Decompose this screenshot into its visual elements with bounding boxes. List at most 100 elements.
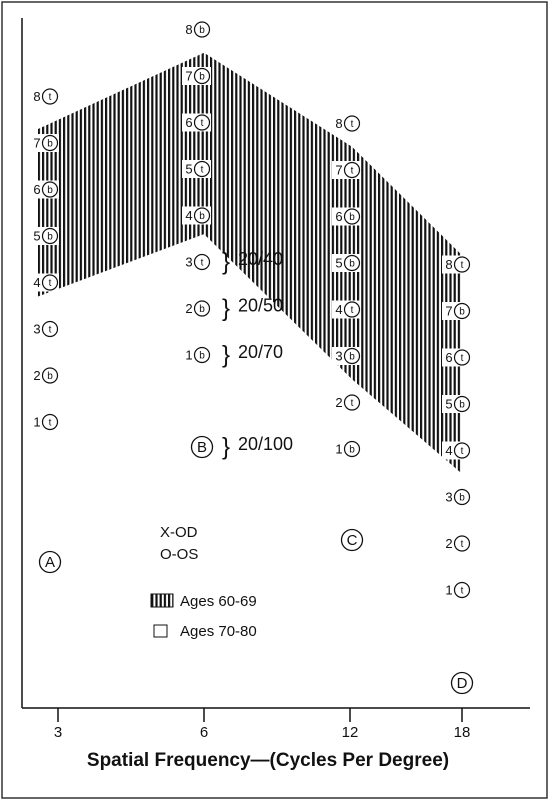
- level-number: 8: [445, 257, 452, 272]
- patch-circle: [343, 161, 361, 179]
- patch-code: t: [461, 353, 464, 364]
- brace: }: [222, 295, 230, 322]
- patch-code: b: [349, 259, 355, 270]
- level-number: 8: [185, 22, 192, 37]
- level-number: 3: [335, 348, 342, 363]
- patch-code: b: [199, 351, 205, 362]
- patch-circle: [343, 254, 361, 272]
- level-number: 3: [33, 321, 40, 336]
- level-number: 5: [185, 161, 192, 176]
- acuity-label: 20/70: [238, 342, 283, 362]
- patch-circle: [343, 208, 361, 225]
- level-number: 7: [185, 68, 192, 83]
- patch-circle: [41, 413, 59, 431]
- legend-swatch: [150, 593, 174, 608]
- patch-circle: [453, 256, 471, 273]
- level-number: 2: [445, 536, 452, 551]
- patch-code: t: [201, 118, 204, 129]
- patch-code: t: [461, 446, 464, 457]
- patch-circle: [193, 114, 211, 131]
- patch-code: b: [459, 307, 465, 318]
- patch-circle: [193, 207, 211, 224]
- level-number: 6: [335, 209, 342, 224]
- level-number: 8: [335, 116, 342, 131]
- patch-code: t: [461, 260, 464, 271]
- patch-circle: [453, 442, 471, 459]
- brace: }: [222, 341, 230, 368]
- level-number: 7: [33, 135, 40, 150]
- acuity-label: 20/100: [238, 434, 293, 454]
- brace: }: [222, 433, 230, 460]
- legend-swatch: [153, 624, 168, 638]
- patch-circle: [453, 349, 471, 366]
- row-circle: [190, 435, 214, 459]
- row-letter: C: [347, 532, 358, 549]
- patch-code: b: [349, 445, 355, 456]
- patch-code: b: [47, 371, 53, 382]
- row-circle: [340, 528, 364, 552]
- x-tick-label: 12: [342, 724, 359, 741]
- level-number: 5: [335, 255, 342, 270]
- level-number: 2: [185, 301, 192, 316]
- level-number: 2: [335, 395, 342, 410]
- row-letter: A: [45, 554, 55, 571]
- legend-label: Ages 70-80: [180, 623, 257, 640]
- patch-code: t: [351, 119, 354, 130]
- patch-code: t: [201, 165, 204, 176]
- row-letter: B: [197, 439, 207, 456]
- row-circle: [38, 550, 62, 574]
- patch-code: t: [351, 305, 354, 316]
- age-band: [38, 52, 462, 474]
- level-number: 4: [33, 275, 40, 290]
- level-number: 4: [185, 208, 192, 223]
- patch-code: t: [351, 166, 354, 177]
- level-number: 2: [33, 368, 40, 383]
- patch-circle: [193, 67, 211, 85]
- patch-circle: [41, 367, 59, 384]
- x-tick-label: 18: [454, 724, 471, 741]
- legend-label: Ages 60-69: [180, 593, 257, 610]
- patch-code: b: [459, 493, 465, 504]
- patch-circle: [453, 302, 471, 320]
- patch-circle: [193, 346, 211, 364]
- patch-code: b: [47, 139, 53, 150]
- level-number: 4: [445, 443, 452, 458]
- patch-circle: [343, 394, 361, 411]
- patch-code: t: [201, 258, 204, 269]
- patch-circle: [343, 440, 361, 458]
- patch-circle: [41, 227, 59, 245]
- level-number: 1: [335, 441, 342, 456]
- patch-circle: [193, 160, 211, 178]
- eye-key: O-OS: [160, 546, 198, 563]
- level-number: 1: [445, 582, 452, 597]
- patch-circle: [453, 535, 471, 552]
- level-number: 3: [445, 489, 452, 504]
- patch-code: t: [461, 586, 464, 597]
- patch-circle: [343, 115, 361, 132]
- level-number: 7: [445, 303, 452, 318]
- patch-circle: [41, 88, 59, 105]
- x-tick-label: 3: [54, 724, 62, 741]
- patch-circle: [41, 134, 59, 152]
- patch-code: t: [351, 398, 354, 409]
- patch-circle: [453, 488, 471, 506]
- patch-circle: [193, 21, 211, 38]
- brace: }: [222, 248, 230, 275]
- level-number: 6: [185, 115, 192, 130]
- acuity-label: 20/50: [238, 295, 283, 315]
- patch-code: t: [49, 325, 52, 336]
- patch-code: b: [199, 211, 205, 222]
- level-number: 1: [185, 347, 192, 362]
- patch-circle: [193, 253, 211, 271]
- patch-circle: [343, 301, 361, 318]
- patch-code: b: [199, 304, 205, 315]
- patch-circle: [453, 395, 471, 413]
- patch-circle: [193, 300, 211, 317]
- level-number: 8: [33, 89, 40, 104]
- level-number: 5: [33, 228, 40, 243]
- row-letter: D: [457, 675, 468, 692]
- level-number: 3: [185, 254, 192, 269]
- level-number: 1: [33, 414, 40, 429]
- patch-code: b: [199, 25, 205, 36]
- x-tick-label: 6: [200, 724, 208, 741]
